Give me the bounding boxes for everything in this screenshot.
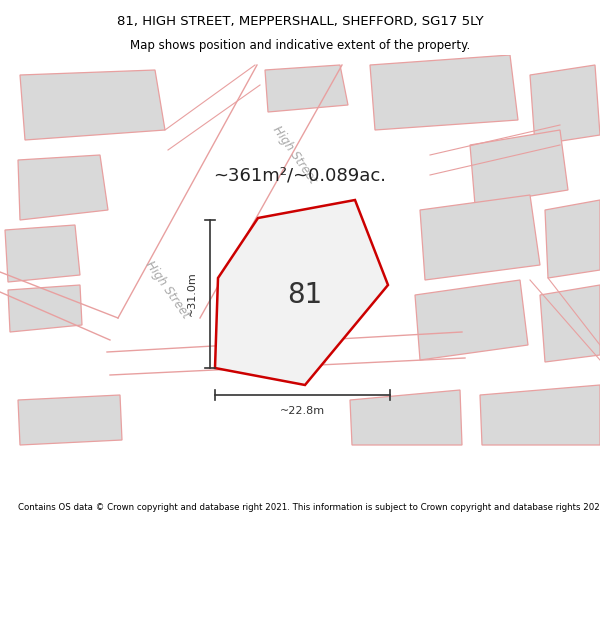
Polygon shape [415,280,528,360]
Text: Map shows position and indicative extent of the property.: Map shows position and indicative extent… [130,39,470,51]
Text: ~31.0m: ~31.0m [187,272,197,316]
Polygon shape [265,65,348,112]
Polygon shape [350,390,462,445]
Polygon shape [18,155,108,220]
Text: ~361m²/~0.089ac.: ~361m²/~0.089ac. [214,166,386,184]
Polygon shape [370,55,518,130]
Polygon shape [8,285,82,332]
Polygon shape [470,130,568,205]
Polygon shape [215,200,388,385]
Polygon shape [420,195,540,280]
Polygon shape [18,395,122,445]
Text: Contains OS data © Crown copyright and database right 2021. This information is : Contains OS data © Crown copyright and d… [18,503,600,511]
Text: Gregory Close: Gregory Close [248,350,328,366]
Polygon shape [545,200,600,278]
Polygon shape [530,65,600,145]
Polygon shape [480,385,600,445]
Text: High Street: High Street [271,124,320,186]
Polygon shape [20,70,165,140]
Polygon shape [5,225,80,282]
Text: High Street: High Street [143,259,193,321]
Polygon shape [540,285,600,362]
Text: 81: 81 [287,281,323,309]
Text: ~22.8m: ~22.8m [280,406,325,416]
Text: 81, HIGH STREET, MEPPERSHALL, SHEFFORD, SG17 5LY: 81, HIGH STREET, MEPPERSHALL, SHEFFORD, … [116,16,484,28]
Polygon shape [120,65,345,320]
Polygon shape [105,330,470,385]
Polygon shape [0,270,125,330]
